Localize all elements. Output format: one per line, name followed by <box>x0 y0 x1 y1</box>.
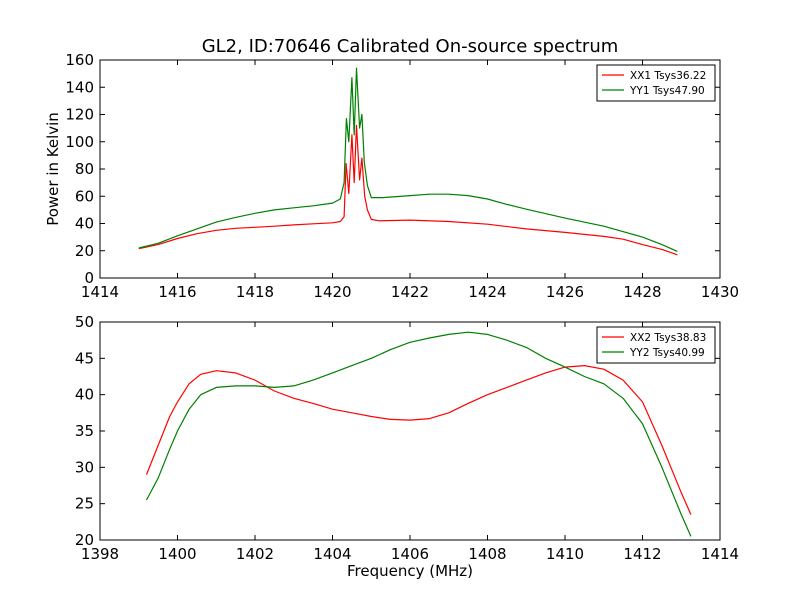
x-tick-label: 1410 <box>546 545 584 563</box>
x-tick-label: 1406 <box>391 545 429 563</box>
y-tick-label: 35 <box>75 422 94 440</box>
y-tick-label: 30 <box>75 458 94 476</box>
x-tick-label: 1402 <box>236 545 274 563</box>
y-tick-label: 0 <box>84 269 94 287</box>
top-plot: Power in Kelvin 1414 1416 1418 1420 1422 1424… <box>44 51 739 301</box>
y-tick-label: 20 <box>75 242 94 260</box>
y-tick-label: 80 <box>75 160 94 178</box>
y-tick-label: 60 <box>75 187 94 205</box>
y-tick-label: 20 <box>75 531 94 549</box>
y-tick-label: 160 <box>65 51 94 69</box>
legend-entry-1: XX1 Tsys36.22 <box>630 70 706 82</box>
x-tick-label: 1404 <box>313 545 351 563</box>
legend-entry-1: XX2 Tsys38.83 <box>630 332 706 344</box>
x-tick-label: 1416 <box>158 283 196 301</box>
x-tick-label: 1408 <box>468 545 506 563</box>
y-tick-label: 25 <box>75 495 94 513</box>
y-tick-label: 40 <box>75 386 94 404</box>
x-tick-label: 1424 <box>468 283 506 301</box>
x-tick-label: 1426 <box>546 283 584 301</box>
x-tick-label: 1414 <box>701 545 739 563</box>
x-tick-label: 1412 <box>623 545 661 563</box>
x-tick-label: 1430 <box>701 283 739 301</box>
legend-entry-2: YY2 Tsys40.99 <box>629 347 705 359</box>
x-tick-label: 1400 <box>158 545 196 563</box>
x-tick-label: 1414 <box>81 283 119 301</box>
x-tick-label: 1428 <box>623 283 661 301</box>
y-tick-label: 140 <box>65 78 94 96</box>
y-tick-label: 50 <box>75 313 94 331</box>
x-tick-label: 1422 <box>391 283 429 301</box>
series-line-2 <box>138 67 678 252</box>
series-line-2 <box>145 331 692 537</box>
legend-box <box>596 326 716 364</box>
y-tick-label: 40 <box>75 215 94 233</box>
y-tick-label: 100 <box>65 133 94 151</box>
bottom-plot: Frequency (MHz) 1398 1400 1402 1404 1406 1408… <box>75 313 739 580</box>
y-tick-label: 120 <box>65 106 94 124</box>
series-line-1 <box>145 365 692 515</box>
y-tick-label: 45 <box>75 349 94 367</box>
legend-entry-2: YY1 Tsys47.90 <box>629 85 705 97</box>
bottom-x-axis-label: Frequency (MHz) <box>347 562 473 580</box>
legend: XX2 Tsys38.83 YY2 Tsys40.99 <box>596 326 716 364</box>
x-tick-label: 1420 <box>313 283 351 301</box>
legend: XX1 Tsys36.22 YY1 Tsys47.90 <box>596 64 716 102</box>
x-tick-label: 1418 <box>236 283 274 301</box>
chart-title: GL2, ID:70646 Calibrated On-source spect… <box>202 36 619 57</box>
top-y-axis-label: Power in Kelvin <box>44 112 62 226</box>
x-tick-label: 1398 <box>81 545 119 563</box>
legend-box <box>596 64 716 102</box>
series-line-1 <box>138 124 678 256</box>
